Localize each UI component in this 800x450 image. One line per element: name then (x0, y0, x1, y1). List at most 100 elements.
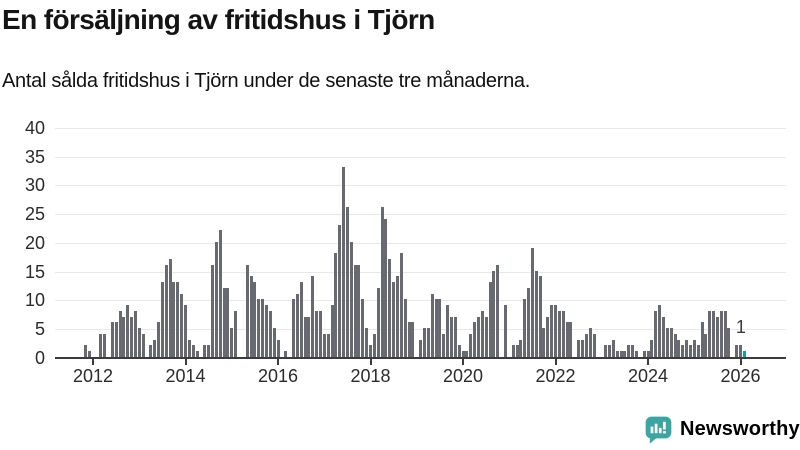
bar (704, 334, 708, 357)
bar (207, 345, 211, 357)
bar (299, 282, 303, 357)
y-tick-label: 15 (24, 261, 45, 282)
bar (661, 317, 665, 357)
bar (222, 288, 226, 357)
bar (342, 167, 345, 357)
bar (434, 299, 438, 357)
bar (357, 265, 361, 357)
bar (700, 322, 704, 357)
bar (461, 351, 465, 357)
bar (330, 305, 334, 357)
bar (187, 340, 191, 357)
y-tick-label: 5 (34, 319, 45, 339)
bar (476, 317, 480, 357)
bar (361, 299, 365, 357)
bar (658, 305, 662, 357)
x-tick-label: 2024 (627, 366, 669, 386)
bar (372, 334, 376, 357)
bar (627, 345, 631, 357)
chart-title: En försäljning av fritidshus i Tjörn (2, 4, 435, 35)
bar (692, 340, 696, 357)
bar (380, 207, 384, 357)
x-tick-label: 2018 (350, 366, 391, 386)
bar (446, 305, 450, 357)
bar (214, 242, 218, 357)
bar (407, 322, 411, 357)
bar (160, 282, 164, 357)
bar (669, 328, 673, 357)
bar (696, 345, 700, 357)
bar (542, 328, 546, 357)
bar (396, 276, 399, 357)
bar (449, 317, 453, 357)
bar (719, 311, 723, 357)
bar (172, 282, 176, 357)
bar (295, 294, 299, 357)
bar (345, 207, 349, 357)
bar (322, 334, 326, 357)
bar (430, 294, 434, 357)
bar (604, 345, 608, 357)
bar (87, 351, 91, 357)
y-tick-label: 0 (34, 347, 45, 368)
bar (534, 271, 538, 357)
bar (712, 311, 715, 357)
bar (141, 334, 145, 357)
bar (681, 345, 685, 357)
y-tick-label: 40 (24, 117, 45, 138)
bar (577, 340, 581, 357)
bar (735, 345, 739, 357)
bar (211, 265, 214, 357)
bar (642, 351, 646, 357)
bar (261, 299, 265, 357)
bar (176, 282, 180, 357)
bar (334, 253, 338, 357)
bar (249, 276, 253, 357)
bar (469, 334, 473, 357)
bar (257, 299, 261, 357)
bar (530, 248, 534, 357)
bar (353, 265, 357, 357)
gridline (55, 185, 786, 187)
bar (365, 328, 369, 357)
bar (554, 305, 557, 357)
bar (677, 340, 681, 357)
bar (426, 328, 430, 357)
bar (480, 311, 484, 357)
bar (739, 345, 742, 357)
bar (453, 317, 457, 357)
bar (615, 351, 619, 357)
bar (311, 276, 315, 357)
x-tick-mark (92, 359, 94, 365)
gridline (55, 214, 786, 215)
bar (557, 311, 561, 357)
y-tick-label: 30 (24, 175, 45, 196)
last-value-label: 1 (735, 317, 746, 337)
bar (631, 345, 635, 357)
bar (384, 219, 388, 357)
bar (307, 317, 311, 357)
bar (442, 334, 446, 357)
bar (157, 322, 160, 357)
bar (561, 311, 565, 357)
bar (338, 225, 342, 357)
bar (654, 311, 658, 357)
bar (149, 345, 153, 357)
bar (611, 340, 615, 357)
bar (153, 340, 157, 357)
bar (708, 311, 712, 357)
bar (218, 230, 222, 357)
x-tick-mark (369, 359, 372, 365)
x-tick-mark (647, 359, 649, 365)
gridline (55, 156, 786, 158)
newsworthy-wordmark: Newsworthy (680, 417, 800, 440)
bar (484, 317, 488, 357)
x-tick-mark (554, 359, 557, 365)
bar (191, 345, 195, 357)
bar (164, 265, 168, 357)
gridline (55, 242, 786, 244)
gridline (55, 127, 786, 129)
bar (457, 345, 461, 357)
